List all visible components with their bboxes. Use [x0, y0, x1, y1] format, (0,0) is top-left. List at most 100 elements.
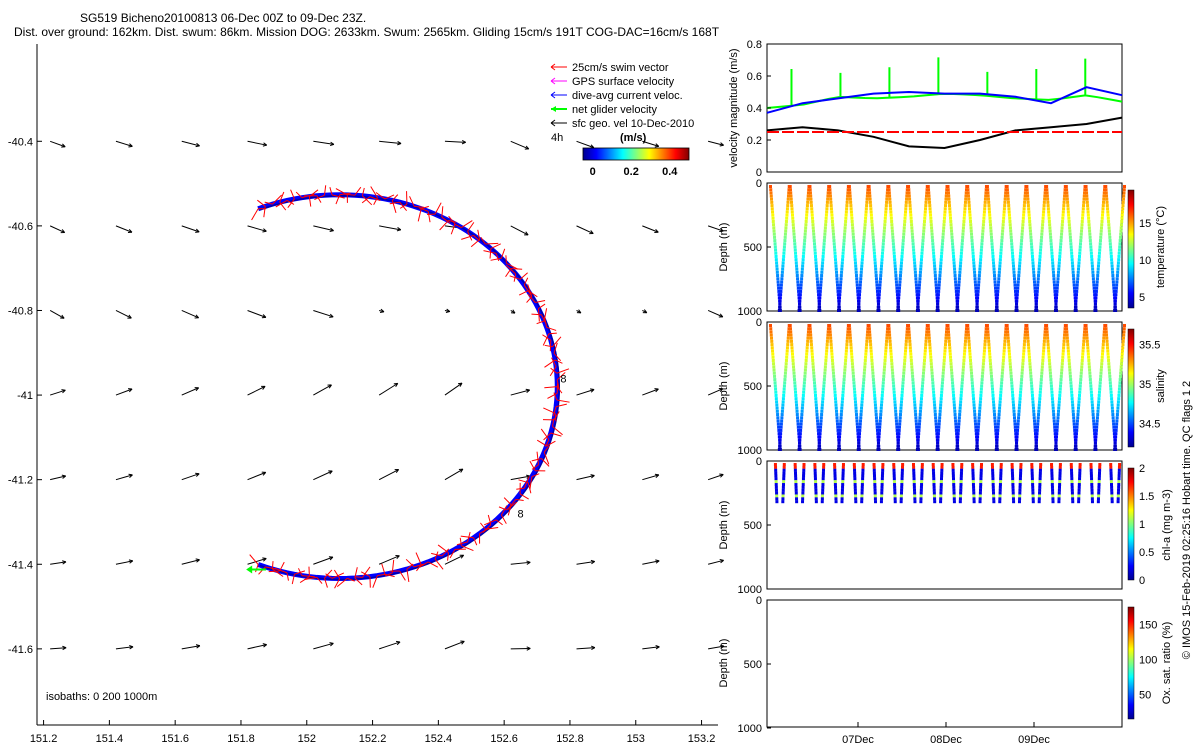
- profile-sample: [1023, 194, 1027, 198]
- profile-sample: [900, 488, 904, 492]
- profile-sample: [830, 352, 834, 356]
- profile-sample: [1010, 471, 1014, 475]
- profile-sample: [919, 488, 923, 492]
- velocity-ylabel: velocity magnitude (m/s): [728, 48, 740, 167]
- profile-sample: [927, 188, 931, 192]
- profile-sample: [861, 468, 865, 472]
- profile-sample: [1120, 355, 1124, 359]
- profile-sample: [1014, 289, 1018, 293]
- profile-sample: [919, 500, 923, 504]
- profile-sample: [779, 289, 783, 293]
- profile-sample: [918, 419, 922, 423]
- profile-sample: [785, 213, 789, 217]
- profile-sample: [1081, 213, 1085, 217]
- profile-sample: [778, 441, 782, 445]
- profile-sample: [852, 239, 856, 243]
- profile-sample: [1005, 327, 1009, 331]
- profile-sample: [958, 406, 962, 410]
- profile-sample: [1068, 365, 1072, 369]
- profile-sample: [1033, 422, 1037, 426]
- profile-sample: [1069, 463, 1073, 466]
- oxygen-axes: [766, 599, 1123, 728]
- profile-sample: [880, 258, 884, 262]
- profile-sample: [1032, 419, 1036, 423]
- profile-sample: [927, 327, 931, 331]
- map-y-tick-label: -41: [17, 390, 33, 402]
- profile-sample: [846, 330, 850, 334]
- sfc-velocity-arrowhead: [195, 142, 200, 148]
- profile-sample: [800, 413, 804, 417]
- profile-sample: [1085, 333, 1089, 337]
- profile-sample: [855, 425, 859, 429]
- profile-sample: [910, 371, 914, 375]
- profile-sample: [913, 488, 917, 492]
- profile-sample: [845, 197, 849, 201]
- sfc-velocity-arrowhead: [526, 646, 531, 651]
- profile-sample: [930, 235, 934, 239]
- profile-sample: [1056, 277, 1060, 281]
- profile-sample: [1108, 371, 1112, 375]
- profile-sample: [922, 226, 926, 230]
- profile-sample: [967, 197, 971, 201]
- profile-sample: [1049, 239, 1053, 243]
- profile-sample: [896, 302, 900, 306]
- profile-sample: [977, 419, 981, 423]
- profile-sample: [1064, 324, 1068, 327]
- profile-sample: [932, 251, 936, 255]
- profile-sample: [1040, 229, 1044, 233]
- profile-sample: [821, 477, 825, 481]
- profile-sample: [912, 471, 916, 475]
- profile-sample: [928, 346, 932, 350]
- profile-sample: [930, 226, 934, 230]
- profile-sample: [890, 229, 894, 233]
- profile-sample: [877, 435, 881, 439]
- profile-sample: [819, 425, 823, 429]
- profile-sample: [989, 232, 993, 236]
- profile-sample: [1042, 204, 1046, 208]
- profile-sample: [1119, 223, 1123, 227]
- profile-sample: [1114, 428, 1118, 432]
- profile-sample: [1043, 327, 1047, 331]
- profile-sample: [929, 355, 933, 359]
- profile-sample: [900, 258, 904, 262]
- sfc-velocity-vector: [49, 140, 66, 148]
- profile-sample: [773, 463, 777, 466]
- map-axes-background: [37, 44, 718, 725]
- profile-sample: [1022, 213, 1026, 217]
- profile-sample: [845, 200, 849, 204]
- sfc-velocity-arrowhead: [524, 145, 530, 150]
- profile-sample: [934, 419, 938, 423]
- profile-sample: [990, 381, 994, 385]
- profile-sample: [1024, 188, 1028, 192]
- profile-sample: [809, 336, 813, 340]
- profile-sample: [776, 283, 780, 287]
- profile-sample: [771, 358, 775, 362]
- profile-sample: [1034, 309, 1038, 312]
- profile-sample: [919, 491, 923, 495]
- profile-sample: [1018, 393, 1022, 397]
- profile-sample: [978, 400, 982, 404]
- profile-sample: [1091, 409, 1095, 413]
- profile-sample: [888, 204, 892, 208]
- profile-sample: [833, 468, 837, 472]
- profile-sample: [780, 274, 784, 278]
- profile-sample: [1071, 406, 1075, 410]
- profile-sample: [962, 352, 966, 356]
- profile-sample: [992, 403, 996, 407]
- profile-sample: [986, 194, 990, 198]
- profile-sample: [907, 327, 911, 331]
- profile-sample: [1106, 352, 1110, 356]
- profile-sample: [1018, 483, 1022, 487]
- swim-vector: [335, 194, 341, 205]
- profile-sample: [821, 491, 825, 495]
- profile-sample: [1070, 483, 1074, 487]
- profile-sample: [1033, 289, 1037, 293]
- profile-sample: [1045, 185, 1049, 188]
- profile-sample: [1059, 245, 1063, 249]
- profile-sample: [979, 254, 983, 258]
- profile-sample: [872, 465, 876, 469]
- profile-sample: [782, 474, 786, 478]
- profile-sample: [860, 397, 864, 401]
- profile-sample: [801, 480, 805, 484]
- swim-vector: [454, 223, 462, 228]
